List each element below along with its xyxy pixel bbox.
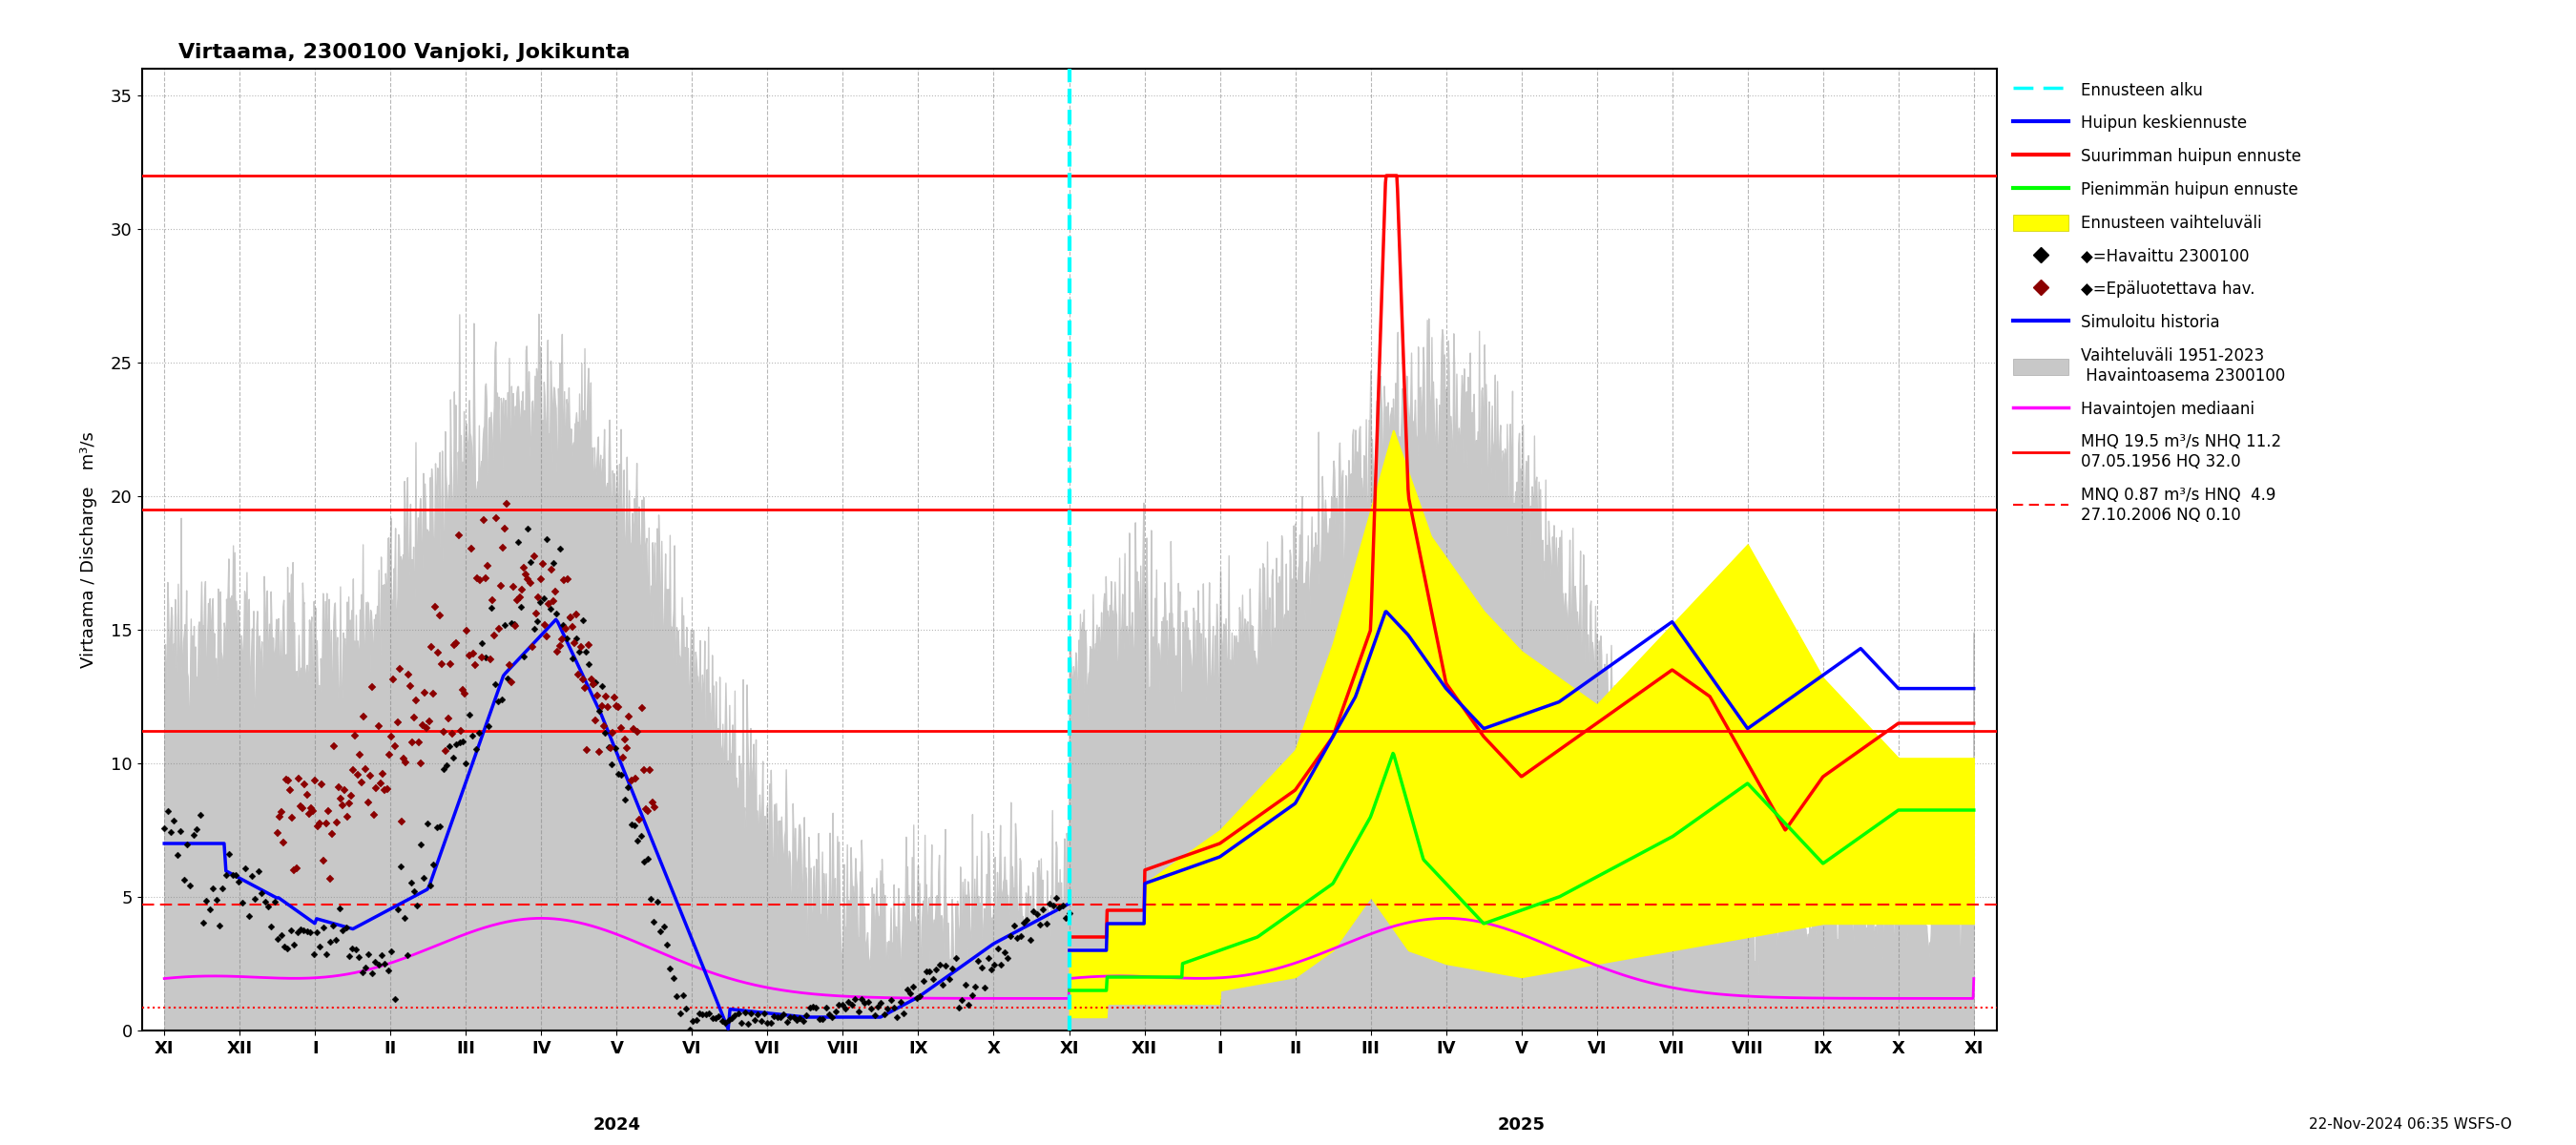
Text: 2024: 2024 xyxy=(592,1116,641,1134)
Text: 2025: 2025 xyxy=(1497,1116,1546,1134)
Y-axis label: Virtaama / Discharge   m³/s: Virtaama / Discharge m³/s xyxy=(80,432,98,668)
Text: 22-Nov-2024 06:35 WSFS-O: 22-Nov-2024 06:35 WSFS-O xyxy=(2308,1118,2512,1131)
Text: Virtaama, 2300100 Vanjoki, Jokikunta: Virtaama, 2300100 Vanjoki, Jokikunta xyxy=(178,42,631,62)
Legend: Ennusteen alku, Huipun keskiennuste, Suurimman huipun ennuste, Pienimmän huipun : Ennusteen alku, Huipun keskiennuste, Suu… xyxy=(2009,77,2306,528)
